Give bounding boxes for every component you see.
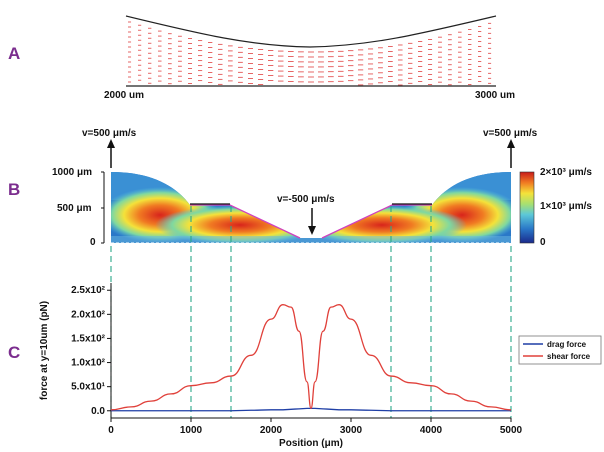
panel-label-c: C (8, 343, 21, 362)
legend-label-drag: drag force (547, 340, 587, 349)
x-tick-label: 0 (108, 425, 114, 436)
panel-label-b: B (8, 180, 21, 199)
y-tick-label: 2.0x10² (71, 309, 106, 320)
legend: drag force shear force (518, 335, 602, 365)
chart-text: 0 1000 2000 3000 4000 5000 0.0 5.0x10¹ 1.0x10² 1.… (39, 285, 523, 449)
panel-b-ytick-500: 500 μm (57, 203, 92, 214)
colorbar-tick-max: 2×10³ μm/s (540, 167, 592, 178)
center-velocity-label: v=-500 μm/s (277, 194, 335, 205)
outlet-arrow-right (507, 139, 515, 168)
chart-axes (107, 283, 512, 422)
colorbar (519, 171, 535, 244)
y-tick-label: 0.0 (91, 406, 105, 417)
series-line-shear-force (110, 304, 512, 411)
legend-label-shear: shear force (547, 352, 591, 361)
x-tick-label: 1000 (180, 425, 203, 436)
x-tick-label: 4000 (420, 425, 443, 436)
x-axis-label: Position (μm) (279, 438, 343, 449)
x-tick-label: 3000 (340, 425, 363, 436)
y-tick-label: 5.0x10¹ (71, 382, 106, 393)
x-tick-label: 2000 (260, 425, 283, 436)
y-tick-label: 2.5x10² (71, 285, 106, 296)
panel-label-a: A (8, 44, 21, 63)
velocity-vector-field (128, 21, 492, 86)
x-tick-label: 5000 (500, 425, 523, 436)
y-tick-label: 1.5x10² (71, 333, 106, 344)
panel-b-ytick-0: 0 (90, 237, 96, 248)
center-arrow-down (308, 208, 316, 235)
chart-series (110, 304, 512, 412)
colorbar-tick-min: 0 (540, 237, 546, 248)
y-axis-label: force at y=10um (pN) (39, 301, 50, 400)
inlet-arrow-left (107, 139, 115, 168)
channel-outline (190, 204, 432, 239)
outlet-velocity-right: v=500 μm/s (483, 128, 538, 139)
colorbar-tick-mid: 1×10³ μm/s (540, 201, 592, 212)
channel-top-wall (125, 15, 497, 48)
y-tick-label: 1.0x10² (71, 358, 106, 369)
inlet-velocity-left: v=500 μm/s (82, 128, 137, 139)
panel-a-right-label: 3000 um (475, 90, 516, 101)
panel-b-ytick-1000: 1000 μm (52, 167, 93, 178)
panel-a-left-label: 2000 um (104, 90, 145, 101)
